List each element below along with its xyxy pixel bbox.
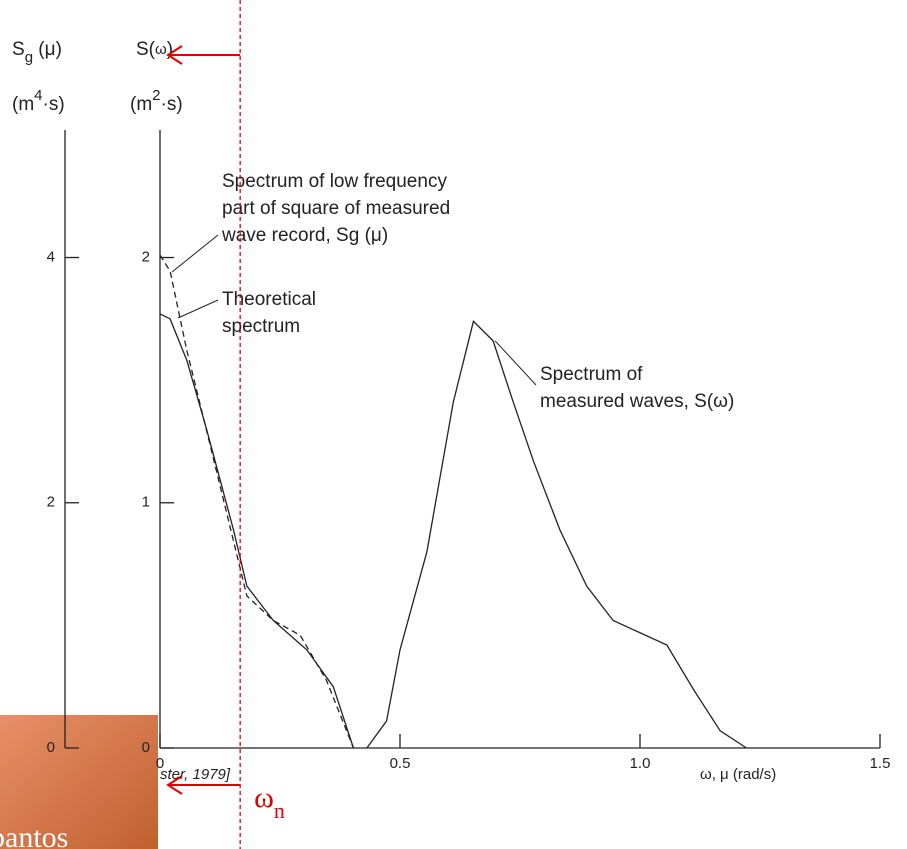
y-label-part: ω [155, 41, 167, 58]
x-tick-label: 0 [156, 755, 164, 772]
series-line [366, 320, 747, 749]
y2-tick-label: 2 [47, 494, 55, 511]
marker-label: ωn [254, 781, 285, 823]
y-label-part: ) [167, 39, 173, 60]
y2-label-part: S [12, 39, 25, 60]
y2-unit-part: (m [12, 94, 34, 115]
leader [171, 234, 219, 273]
y2-unit-part: 4 [34, 87, 42, 104]
annotation: Spectrum of [540, 364, 643, 385]
annotation: Spectrum of low frequency [222, 171, 447, 192]
y-unit-part: (m [130, 94, 152, 115]
marker-label-part: ω [254, 781, 274, 814]
y2-tick-label: 0 [47, 739, 55, 756]
x-label: ω, μ (rad/s) [700, 766, 776, 783]
footer-box [0, 715, 158, 849]
y-label-part: S( [136, 39, 156, 60]
marker-arrow [166, 775, 241, 795]
annotation: wave record, Sg (μ) [221, 225, 388, 246]
y2-label-part: g [25, 49, 33, 66]
leader [494, 340, 537, 386]
leader [177, 299, 219, 319]
y-tick-label: 1 [142, 494, 150, 511]
y2-label: Sg (μ) [12, 39, 62, 66]
annotation: Theoretical [222, 289, 316, 310]
x-tick-label: 0.5 [390, 755, 411, 772]
footer-text: bantos [0, 821, 68, 849]
y-tick-label: 2 [142, 248, 150, 265]
x-tick-label: 1.0 [630, 755, 651, 772]
y-unit-part: ·s) [161, 94, 183, 115]
series-line [159, 313, 355, 749]
x-tick-label: 1.5 [870, 755, 891, 772]
y-unit-part: 2 [152, 87, 160, 104]
y2-tick-label: 4 [47, 248, 55, 265]
annotation: spectrum [222, 316, 300, 337]
annotation: measured waves, S(ω) [540, 391, 734, 412]
y-unit: (m2·s) [130, 87, 183, 115]
source: ster, 1979] [160, 766, 231, 783]
y-label: S(ω) [136, 39, 173, 60]
y2-unit-part: ·s) [43, 94, 65, 115]
marker-label-part: n [274, 798, 285, 823]
y-tick-label: 0 [142, 739, 150, 756]
marker-arrow [166, 45, 241, 65]
y2-unit: (m4·s) [12, 87, 65, 115]
y2-label-part: (μ) [33, 39, 62, 60]
annotation: part of square of measured [222, 198, 450, 219]
